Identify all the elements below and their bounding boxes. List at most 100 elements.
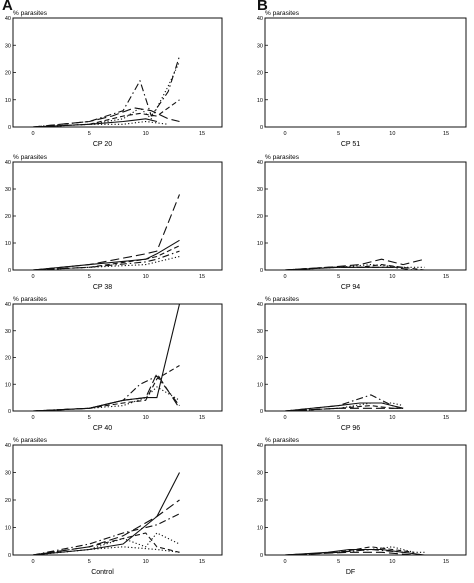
y-tick-label: 0 [260, 125, 263, 131]
y-tick-label: 0 [8, 268, 11, 274]
chart-panel: % parasites 0 10 20 30 40 0 5 10 15 CP 96 [257, 296, 467, 432]
y-tick-label: 20 [257, 498, 263, 504]
y-tick-label: 20 [257, 71, 263, 77]
y-tick-label: 10 [5, 98, 11, 104]
series-line [284, 266, 414, 271]
chart-title: CP 96 [341, 425, 360, 432]
y-axis-label: % parasites [265, 154, 300, 161]
series-line [32, 513, 180, 556]
y-tick-label: 20 [5, 214, 11, 220]
x-tick-label: 15 [443, 131, 449, 137]
plot-frame [264, 17, 467, 128]
chart-title: CP 40 [93, 425, 112, 432]
x-tick-label: 0 [31, 274, 34, 280]
series-line [284, 402, 404, 412]
series-line [32, 120, 169, 128]
y-tick-label: 20 [5, 356, 11, 362]
y-tick-label: 30 [5, 187, 11, 193]
y-axis-label: % parasites [13, 154, 48, 161]
series-line [284, 407, 404, 412]
y-tick-label: 0 [8, 409, 11, 415]
series-line [32, 61, 180, 128]
x-tick-label: 5 [337, 274, 340, 280]
series-line [32, 373, 180, 412]
y-tick-label: 10 [257, 382, 263, 388]
y-tick-label: 40 [5, 160, 11, 166]
x-tick-label: 5 [88, 559, 91, 565]
chart-title: DF [346, 569, 355, 576]
series-line [284, 548, 404, 556]
y-tick-label: 10 [5, 382, 11, 388]
y-axis-label: % parasites [265, 437, 300, 444]
chart-panel: % parasites 0 10 20 30 40 0 5 10 15 CP 51 [257, 10, 467, 148]
y-axis-label: % parasites [13, 296, 48, 303]
chart-panel: % parasites 0 10 20 30 40 0 5 10 15 CP 40 [5, 296, 223, 432]
series-line [32, 107, 180, 128]
chart-title: Control [91, 569, 114, 576]
plot-frame [12, 444, 223, 556]
series-line [284, 264, 425, 271]
chart-panel: % parasites 0 10 20 30 40 0 5 10 15 CP 38 [5, 154, 223, 291]
y-tick-label: 0 [260, 553, 263, 559]
y-tick-label: 0 [8, 553, 11, 559]
chart-title: CP 94 [341, 284, 360, 291]
chart-title: CP 20 [93, 141, 112, 148]
y-tick-label: 10 [257, 526, 263, 532]
y-tick-label: 10 [5, 241, 11, 247]
plot-frame [264, 161, 467, 271]
plot-frame [12, 17, 223, 128]
y-axis-label: % parasites [265, 10, 300, 17]
y-axis-label: % parasites [265, 296, 300, 303]
x-tick-label: 5 [88, 131, 91, 137]
series-line [32, 55, 181, 128]
x-tick-label: 10 [389, 274, 395, 280]
y-tick-label: 0 [8, 125, 11, 131]
y-tick-label: 0 [260, 268, 263, 274]
series-line [32, 303, 181, 412]
chart-panel: % parasites 0 10 20 30 40 0 5 10 15 CP 94 [257, 154, 467, 291]
series-line [32, 375, 180, 412]
x-tick-label: 15 [199, 274, 205, 280]
series-line [32, 499, 180, 556]
chart-panel: % parasites 0 10 20 30 40 0 5 10 15 DF [257, 437, 467, 576]
x-tick-label: 0 [31, 559, 34, 565]
x-tick-label: 15 [443, 559, 449, 565]
chart-title: CP 51 [341, 141, 360, 148]
x-tick-label: 15 [443, 274, 449, 280]
y-tick-label: 40 [5, 16, 11, 22]
y-tick-label: 20 [257, 356, 263, 362]
plot-frame [12, 161, 223, 271]
y-tick-label: 40 [5, 443, 11, 449]
x-tick-label: 5 [337, 415, 340, 421]
x-tick-label: 10 [143, 559, 149, 565]
x-tick-label: 15 [199, 559, 205, 565]
x-tick-label: 5 [88, 415, 91, 421]
x-tick-label: 0 [283, 559, 286, 565]
x-tick-label: 0 [283, 415, 286, 421]
y-tick-label: 20 [5, 71, 11, 77]
chart-panel: % parasites 0 10 20 30 40 0 5 10 15 CP 20 [5, 10, 223, 148]
plot-frame [264, 303, 467, 412]
panel-letter-a: A [2, 0, 13, 14]
y-axis-label: % parasites [13, 437, 48, 444]
y-tick-label: 40 [257, 160, 263, 166]
series-line [32, 546, 180, 556]
series-line [32, 250, 180, 271]
series-line [32, 245, 180, 271]
plot-frame [264, 444, 467, 556]
y-tick-label: 30 [257, 43, 263, 49]
y-tick-label: 30 [257, 471, 263, 477]
x-tick-label: 10 [389, 559, 395, 565]
chart-title: CP 38 [93, 284, 112, 291]
series-line [32, 386, 180, 412]
x-tick-label: 10 [389, 131, 395, 137]
y-tick-label: 10 [5, 526, 11, 532]
plot-frame [12, 303, 223, 412]
y-tick-label: 10 [257, 98, 263, 104]
y-tick-label: 40 [5, 302, 11, 308]
y-tick-label: 30 [5, 43, 11, 49]
y-tick-label: 30 [5, 471, 11, 477]
series-line [284, 551, 414, 556]
x-tick-label: 10 [143, 131, 149, 137]
y-tick-label: 40 [257, 302, 263, 308]
